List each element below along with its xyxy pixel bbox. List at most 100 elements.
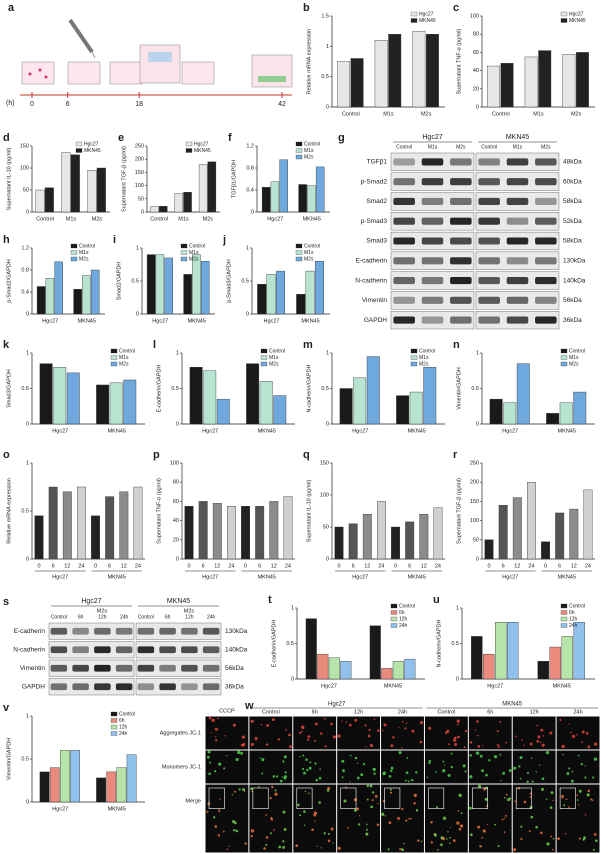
cell-dot (260, 723, 263, 726)
bar (66, 372, 80, 425)
cell-dot (278, 845, 282, 849)
bar (350, 58, 364, 108)
y-tick-label: 1.5 (321, 13, 329, 19)
bar (70, 154, 80, 213)
cell-dot (330, 827, 334, 831)
cell-dot (449, 836, 451, 839)
legend-swatch (560, 623, 568, 628)
blot-band (450, 316, 472, 324)
lane-label: 24h (207, 614, 216, 620)
cell-dot (337, 734, 341, 738)
protein-name: E-cadherin (14, 628, 46, 635)
cell-dot (419, 720, 424, 725)
zoom-box (208, 787, 225, 810)
protein-size: 36kDa (563, 317, 582, 324)
legend-swatch (110, 731, 118, 736)
blot-band (202, 683, 220, 691)
cell-dot (359, 815, 361, 817)
y-tick-label: 1.2 (21, 245, 29, 251)
legend-swatch (110, 348, 118, 354)
blot-band (115, 664, 133, 672)
cell-dot (485, 773, 488, 777)
cell-dot (578, 837, 582, 840)
blot-strip (135, 678, 222, 696)
bar (495, 622, 507, 680)
cell-dot (453, 743, 458, 747)
blot-band (506, 217, 529, 225)
cell-dot (304, 790, 307, 793)
bar (575, 52, 589, 108)
cell-dot (476, 720, 479, 723)
y-tick-label: 1 (26, 350, 29, 356)
x-tick-label: 24 (228, 563, 234, 569)
legend-label: MKN45 (569, 18, 586, 24)
y-tick-label: 1 (26, 713, 29, 719)
bar (96, 167, 106, 213)
cell-dot (390, 769, 393, 773)
blot-band (393, 316, 415, 324)
cell-dot (565, 798, 568, 801)
panel-label: e (118, 132, 124, 144)
protein-name: TGFβ1 (367, 159, 388, 166)
cell-dot (405, 722, 408, 724)
cell-dot (341, 759, 345, 763)
y-tick-label: 1 (291, 605, 294, 611)
cell-dot (529, 742, 533, 746)
cell-dot (426, 776, 429, 778)
blot-band (478, 158, 500, 166)
cell-dot (319, 732, 323, 735)
cell-dot (513, 766, 517, 770)
y-tick-label: 0 (26, 421, 29, 427)
legend-swatch (390, 610, 398, 615)
y-axis-label: Supernatant TNF-α (pg/ml) (456, 28, 462, 94)
cell-dot (360, 773, 364, 777)
cell-dot (242, 788, 246, 792)
panel-label: q (303, 449, 310, 461)
micrograph (512, 784, 556, 853)
lane-label: M2s (541, 144, 551, 150)
protein-size: 56kDa (225, 665, 244, 672)
bar (353, 377, 367, 425)
blot-band (535, 296, 557, 304)
cell-dot (324, 745, 327, 748)
bar (549, 646, 561, 680)
bar (273, 395, 287, 425)
cell-dot (586, 793, 590, 797)
cell-dot (415, 771, 418, 774)
cell-dot (410, 817, 412, 820)
y-tick-label: 1.2 (246, 143, 254, 149)
bar (307, 185, 316, 213)
blot-band (50, 683, 68, 691)
cell-dot (289, 745, 292, 749)
cell-dot (233, 828, 236, 832)
x-tick-label: Control (36, 216, 54, 222)
cell-dot (413, 793, 417, 797)
legend-swatch (560, 610, 568, 615)
bar (512, 497, 522, 560)
blot-band (421, 316, 444, 324)
blot-group: Hgc27 (81, 598, 101, 605)
legend-swatch (390, 616, 398, 622)
panel-label: u (433, 594, 440, 606)
micrograph (205, 784, 249, 853)
cell-dot (583, 836, 587, 840)
bar (259, 381, 273, 425)
cell-dot (580, 762, 583, 766)
cell-dot (523, 744, 525, 746)
x-tick-label: M2s (571, 111, 582, 117)
cell-dot (327, 832, 330, 835)
protein-size: 52kDa (563, 218, 582, 225)
blot-band (72, 683, 89, 691)
cell-dot (403, 842, 405, 845)
y-tick-label: 0 (26, 311, 29, 317)
lane-label: M1s (428, 144, 438, 150)
bar (583, 489, 593, 560)
bar (60, 750, 70, 803)
cell-dot (208, 716, 212, 720)
bar (82, 275, 91, 315)
cell-dot (390, 766, 394, 770)
cell-dot (401, 747, 403, 749)
cell-dot (571, 734, 576, 739)
cell-dot (494, 823, 497, 826)
cell-dot (593, 757, 598, 761)
